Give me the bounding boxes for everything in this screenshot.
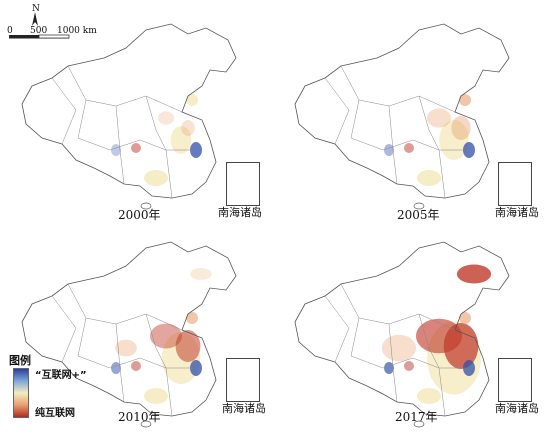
north-label: N (32, 4, 40, 14)
country-outline (294, 23, 510, 199)
scale-tick-500: 500 (30, 26, 48, 36)
province-border (388, 323, 398, 403)
legend-color-ramp (13, 368, 29, 418)
south-china-sea-inset (226, 358, 260, 402)
inset-label: 南海诸岛 (495, 206, 539, 219)
country-outline (294, 241, 510, 417)
year-label: 2017年 (395, 410, 438, 424)
hainan-island (413, 202, 425, 210)
hotspot (115, 339, 137, 357)
hotspot (144, 388, 168, 404)
map-2005 (294, 23, 510, 210)
hotspot (158, 111, 174, 125)
map-panel-2005: 南海诸岛 2005年 (279, 0, 549, 222)
hotspot (404, 143, 414, 153)
province-border (388, 105, 398, 185)
province-border (324, 77, 350, 145)
hainan-island (413, 420, 425, 428)
map-panel-2000: 南海诸岛 2000年 (0, 0, 270, 222)
hainan-island (140, 420, 152, 428)
hotspot (190, 268, 212, 280)
province-border (418, 95, 446, 199)
hotspot (459, 312, 471, 324)
province-border (145, 313, 173, 417)
inset-label: 南海诸岛 (495, 402, 539, 415)
scale-tick-1000: 1000 km (57, 26, 97, 36)
province-border (115, 323, 125, 403)
hotspot (131, 361, 141, 371)
province-border (324, 295, 350, 363)
hotspot (456, 264, 492, 284)
country-outline (21, 23, 237, 199)
hotspot (417, 388, 441, 404)
hotspot (463, 142, 475, 158)
south-china-sea-inset (498, 162, 532, 206)
legend: 图例 “互联网+” 纯互联网 (3, 352, 123, 422)
map-panel-2010: 南海诸岛 2010年 (0, 218, 270, 432)
north-arrow-icon (9, 12, 70, 39)
hotspot (381, 334, 417, 362)
hotspot (404, 361, 414, 371)
hotspot (417, 170, 441, 186)
province-border (145, 95, 173, 199)
hotspot (427, 108, 451, 128)
hotspot (190, 360, 202, 376)
map-panel-2017: 南海诸岛 2017年 (279, 218, 549, 432)
south-china-sea-inset (226, 162, 260, 206)
province-border (77, 317, 192, 369)
province-border (350, 99, 465, 151)
country-outline (21, 241, 237, 417)
hotspot (186, 312, 198, 324)
hotspot (175, 330, 201, 362)
south-china-sea-inset (498, 358, 532, 402)
hainan-island (140, 202, 152, 210)
hotspot (150, 323, 182, 349)
legend-bottom-label: 纯互联网 (35, 408, 75, 419)
province-border (51, 77, 77, 145)
province-border (115, 105, 125, 185)
province-border (418, 313, 446, 417)
map-2010 (21, 241, 237, 428)
hotspot (186, 94, 198, 106)
province-border (77, 99, 192, 151)
hotspot (144, 170, 168, 186)
inset-label: 南海诸岛 (218, 206, 262, 219)
scale-bar: N 0 500 1000 km (3, 4, 113, 44)
hotspot (451, 116, 471, 140)
hotspot (463, 360, 475, 376)
legend-title: 图例 (9, 354, 31, 367)
province-border (51, 295, 77, 363)
hotspot (190, 142, 202, 158)
legend-top-label: “互联网+” (35, 370, 87, 381)
year-label: 2010年 (118, 410, 161, 424)
hotspot (181, 120, 195, 136)
map-2017 (294, 241, 510, 428)
province-border (350, 317, 465, 369)
year-label: 2005年 (397, 208, 440, 222)
inset-label: 南海诸岛 (222, 402, 266, 415)
scale-tick-0: 0 (7, 26, 13, 36)
map-2000 (21, 23, 237, 210)
hotspot (459, 94, 471, 106)
hotspot (416, 318, 462, 354)
hotspot (170, 126, 192, 154)
year-label: 2000年 (118, 208, 161, 222)
hotspot (131, 143, 141, 153)
